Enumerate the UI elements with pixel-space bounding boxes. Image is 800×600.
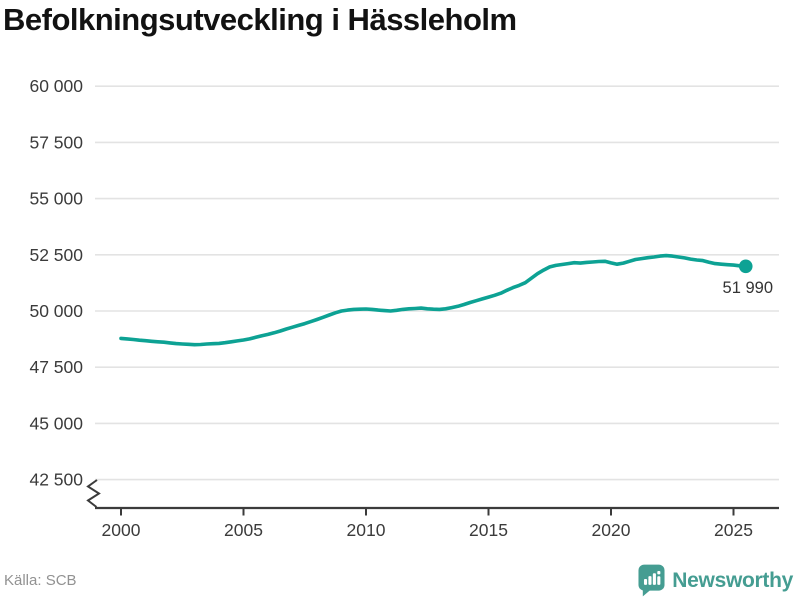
- x-tick-label: 2015: [469, 520, 508, 540]
- chart-area: 42 500 45 000 47 500 50 000 52 500 55 000 57 5…: [29, 76, 779, 540]
- y-tick-label: 47 500: [29, 357, 83, 377]
- y-tick-label: 52 500: [29, 245, 83, 265]
- y-tick-label: 42 500: [29, 470, 83, 490]
- population-line-chart: 42 500 45 000 47 500 50 000 52 500 55 000 57 5…: [29, 76, 779, 540]
- newsworthy-logo: Newsworthy: [638, 564, 793, 597]
- source-label: Källa: SCB: [4, 572, 77, 589]
- axis-break-icon: [86, 479, 101, 508]
- x-tick-label: 2020: [592, 520, 631, 540]
- x-tick-label: 2025: [714, 520, 753, 540]
- population-line: [119, 253, 748, 347]
- x-tick-label: 2005: [224, 520, 263, 540]
- y-tick-label: 45 000: [29, 413, 83, 433]
- chart-title: Befolkningsutveckling i Hässleholm: [3, 2, 517, 37]
- newsworthy-badge-icon: [638, 564, 665, 597]
- x-tick-label: 2000: [102, 520, 141, 540]
- y-tick-label: 50 000: [29, 301, 83, 321]
- y-tick-label: 57 500: [29, 132, 83, 152]
- x-tick-label: 2010: [347, 520, 386, 540]
- end-dot: [738, 259, 753, 274]
- y-tick-label: 55 000: [29, 189, 83, 209]
- brand-name: Newsworthy: [672, 568, 793, 592]
- end-value-label: 51 990: [723, 279, 773, 297]
- y-tick-label: 60 000: [29, 76, 83, 96]
